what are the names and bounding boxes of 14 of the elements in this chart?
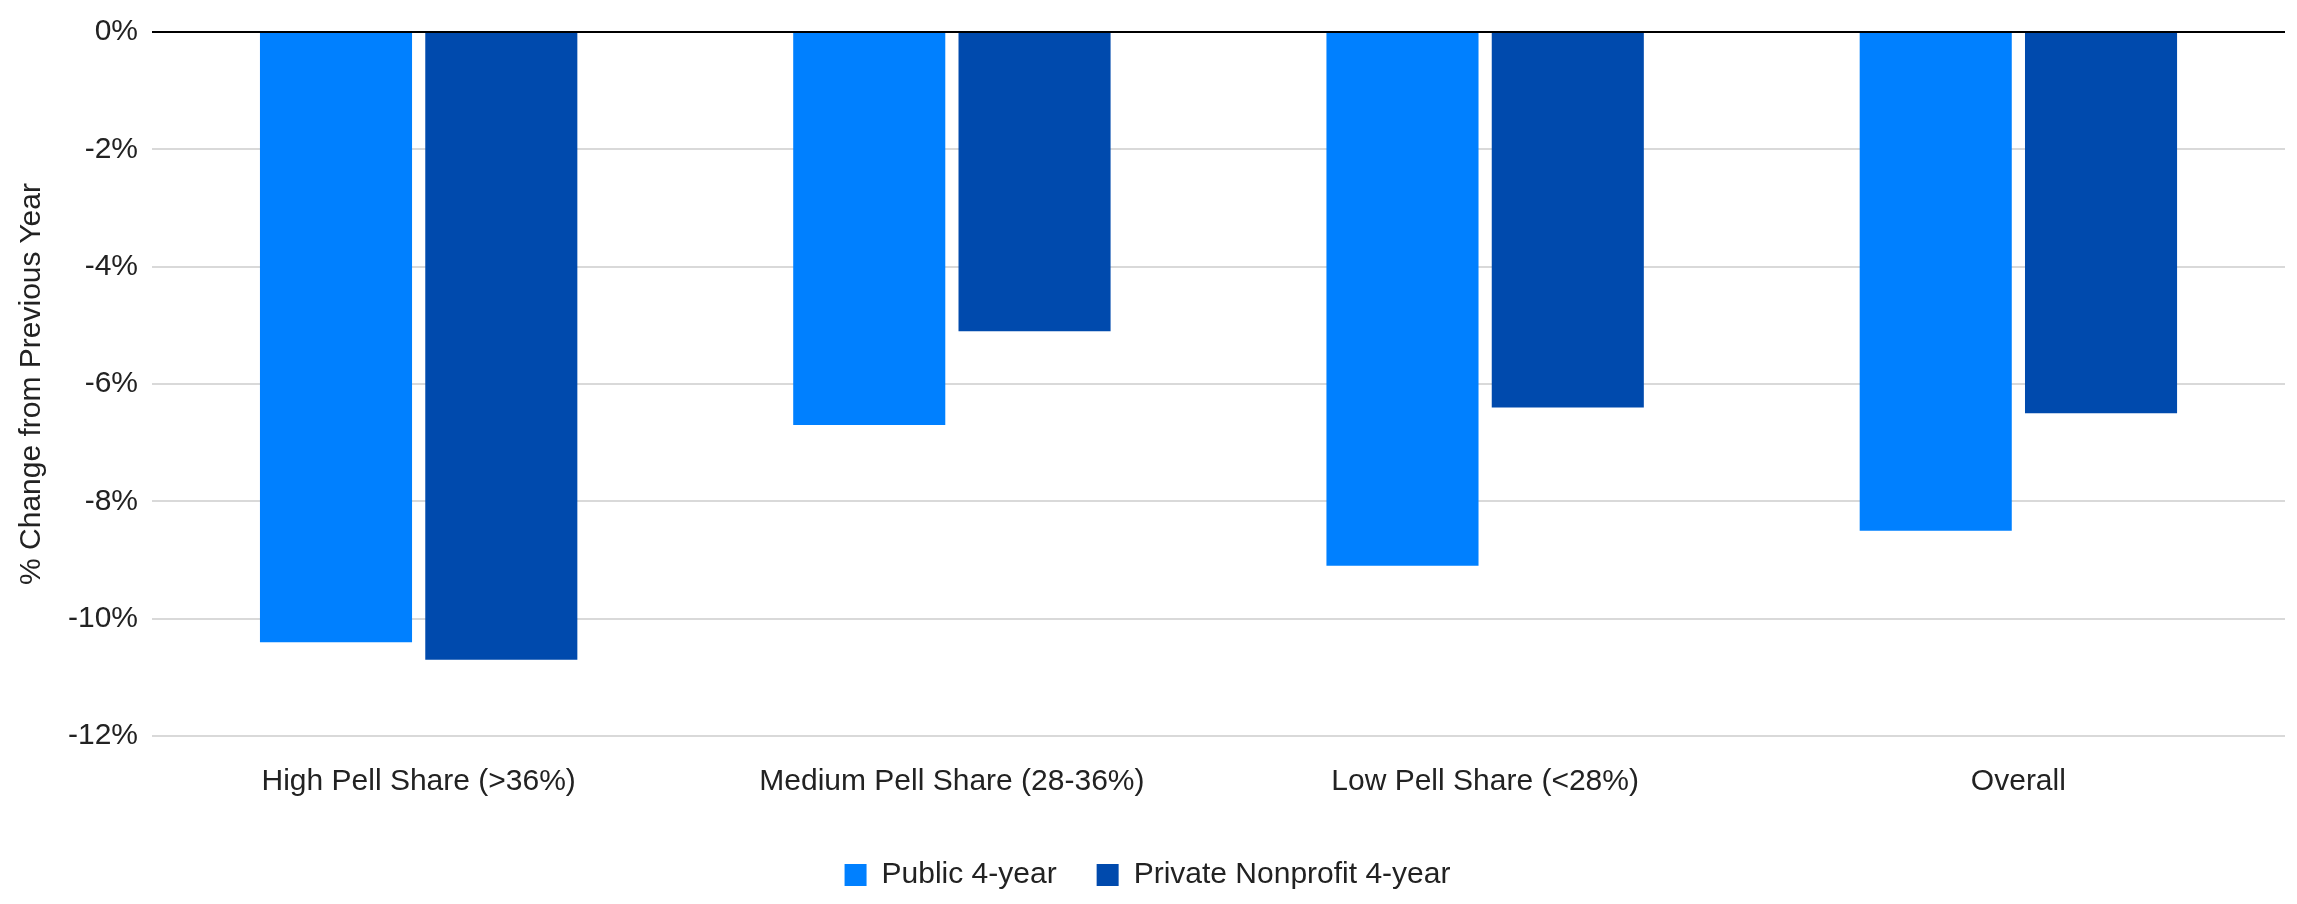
x-tick-label: Overall (1970, 763, 2066, 797)
y-tick-label: -6% (84, 365, 139, 399)
y-axis-title: % Change from Previous Year (13, 183, 47, 585)
y-tick-label: 0% (94, 13, 139, 47)
x-tick-label: Low Pell Share (<28%) (1331, 763, 1639, 797)
y-tick-label: -12% (67, 717, 139, 751)
y-tick-label: -2% (84, 130, 139, 164)
x-tick-label: High Pell Share (>36%) (261, 763, 576, 797)
legend-label: Public 4-year (881, 856, 1057, 890)
y-tick-label: -4% (84, 247, 139, 281)
y-tick-label: -8% (84, 482, 139, 516)
legend-label: Private Nonprofit 4-year (1133, 856, 1451, 890)
y-tick-label: -10% (67, 599, 139, 633)
x-tick-label: Medium Pell Share (28-36%) (759, 763, 1145, 797)
